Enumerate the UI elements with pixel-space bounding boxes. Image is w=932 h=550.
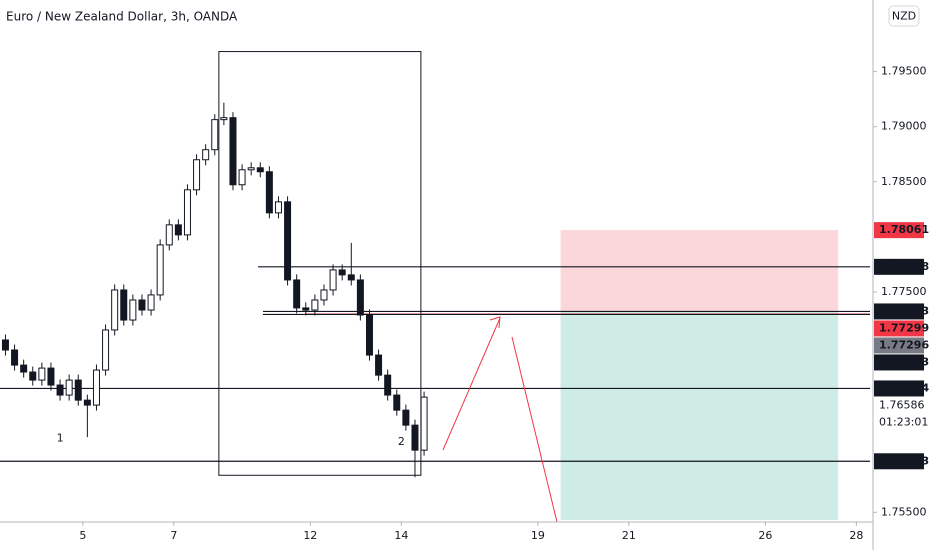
candle-body xyxy=(102,329,110,371)
price-label-box xyxy=(874,222,924,239)
candle-body xyxy=(338,269,346,276)
candle-body xyxy=(165,224,173,246)
annotation: 1 xyxy=(57,431,64,444)
chart-title: Euro / New Zealand Dollar, 3h, OANDA xyxy=(6,10,238,24)
candle-body xyxy=(238,169,246,186)
stop-zone xyxy=(560,230,839,312)
candle-body xyxy=(129,299,137,321)
price-label-box xyxy=(874,354,924,371)
candle-body xyxy=(365,314,373,356)
x-tick-label: 5 xyxy=(79,529,86,542)
candle-body xyxy=(74,379,82,401)
price-label: 1.78061 xyxy=(879,223,929,236)
candle-body xyxy=(356,279,364,316)
price-label: 1.76586 xyxy=(879,398,925,411)
price-label-box xyxy=(874,303,924,320)
price-label: 1.77296 xyxy=(879,338,929,351)
candle-body xyxy=(56,384,64,396)
candle-body xyxy=(147,294,155,311)
candle-body xyxy=(38,367,46,381)
candle-body xyxy=(293,279,301,309)
currency-label[interactable]: NZD xyxy=(892,10,916,23)
price-label-box xyxy=(874,337,924,354)
y-tick-label: 1.75500 xyxy=(881,505,927,518)
candle-body xyxy=(220,117,228,121)
candle-body xyxy=(284,201,292,281)
y-tick-label: 1.77500 xyxy=(881,285,927,298)
price-label-box xyxy=(874,453,924,470)
candle-body xyxy=(92,369,100,406)
annotation: 2 xyxy=(398,435,405,448)
candle-body xyxy=(375,354,383,376)
candle-body xyxy=(420,396,428,451)
candle-body xyxy=(120,289,128,321)
y-tick-label: 1.78500 xyxy=(881,175,927,188)
candle-body xyxy=(1,339,9,351)
candle-body xyxy=(47,367,55,386)
candle-body xyxy=(11,349,19,366)
y-tick-label: 1.79500 xyxy=(881,65,927,78)
x-tick-label: 26 xyxy=(758,529,772,542)
price-label: 1.77299 xyxy=(879,321,929,334)
candle-body xyxy=(384,374,392,396)
price-label-box xyxy=(874,320,924,337)
x-tick-label: 21 xyxy=(622,529,636,542)
candle-body xyxy=(156,244,164,296)
candle-body xyxy=(183,189,191,236)
candle-body xyxy=(193,159,201,191)
range-box xyxy=(218,51,422,476)
candle-body xyxy=(211,119,219,151)
countdown: 01:23:01 xyxy=(879,415,928,428)
candle-body xyxy=(256,167,264,173)
price-label: 1.76624 xyxy=(879,381,929,394)
candle-body xyxy=(83,399,91,406)
x-tick-label: 7 xyxy=(170,529,177,542)
y-tick-label: 1.79000 xyxy=(881,120,927,133)
candle-body xyxy=(347,274,355,281)
candle-body xyxy=(65,379,73,396)
candle-body xyxy=(274,201,282,214)
price-label: 1.76943 xyxy=(879,355,929,368)
candle-body xyxy=(311,299,319,311)
candle-body xyxy=(29,371,37,381)
candle-body xyxy=(320,289,328,301)
candle-body xyxy=(411,424,419,451)
x-tick-label: 12 xyxy=(303,529,317,542)
target-zone xyxy=(560,311,839,520)
arrow-head xyxy=(489,316,501,329)
currency-button[interactable] xyxy=(888,5,920,27)
candle-body xyxy=(402,409,410,426)
candle-body xyxy=(393,394,401,411)
x-tick-label: 19 xyxy=(531,529,545,542)
arrow-up xyxy=(442,317,501,451)
candle-body xyxy=(138,299,146,311)
candle-body xyxy=(229,117,237,186)
candle-body xyxy=(329,269,337,291)
candle-body xyxy=(265,171,273,214)
candle-body xyxy=(174,224,182,236)
arrow-down xyxy=(511,336,558,523)
candle-body xyxy=(20,364,28,373)
price-label: 1.77323 xyxy=(879,304,929,317)
x-tick-label: 14 xyxy=(394,529,408,542)
price-label: 1.77728 xyxy=(879,260,929,273)
plot-area xyxy=(0,51,870,520)
candle-body xyxy=(202,149,210,161)
price-label: 1.75963 xyxy=(879,454,929,467)
price-label-box xyxy=(874,380,924,397)
x-tick-label: 28 xyxy=(849,529,863,542)
candle-body xyxy=(247,167,255,171)
price-label-box xyxy=(874,258,924,275)
candle-body xyxy=(111,289,119,331)
candle-body xyxy=(302,307,310,311)
